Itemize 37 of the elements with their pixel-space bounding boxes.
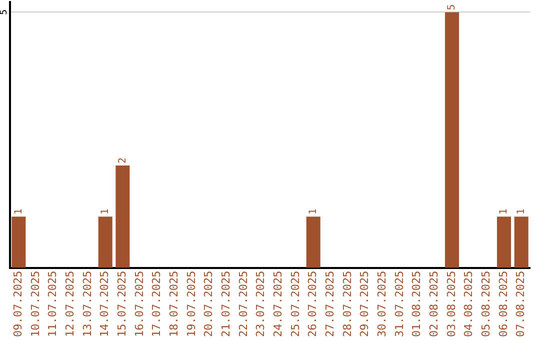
data-label: 1 bbox=[13, 208, 24, 215]
x-tick-label: 15.07.2025 bbox=[116, 270, 129, 338]
x-tick-label: 03.08.2025 bbox=[444, 270, 458, 338]
x-tick-label: 06.08.2025 bbox=[496, 270, 510, 338]
x-tick-label: 07.08.2025 bbox=[514, 270, 528, 338]
x-tick-label: 17.07.2025 bbox=[150, 270, 164, 338]
x-tick-label: 19.07.2025 bbox=[184, 270, 198, 338]
data-label: 1 bbox=[308, 208, 319, 215]
data-label: 1 bbox=[498, 208, 510, 215]
x-tick-label: 11.07.2025 bbox=[46, 270, 60, 338]
x-tick-label: 22.07.2025 bbox=[236, 270, 250, 338]
x-tick-label: 02.08.2025 bbox=[428, 270, 441, 338]
x-tick-label: 18.07.2025 bbox=[168, 270, 181, 338]
x-tick-label: 05.08.2025 bbox=[480, 270, 493, 338]
x-tick-label: 01.08.2025 bbox=[410, 270, 424, 338]
x-tick-label: 09.07.2025 bbox=[12, 270, 25, 338]
x-tick-label: 29.07.2025 bbox=[358, 270, 372, 338]
x-tick-label: 21.07.2025 bbox=[220, 270, 233, 338]
x-tick-label: 25.07.2025 bbox=[288, 270, 302, 338]
x-tick-label: 10.07.2025 bbox=[28, 270, 42, 338]
data-label: 1 bbox=[516, 208, 527, 215]
x-tick-label: 14.07.2025 bbox=[98, 270, 112, 338]
data-label: 2 bbox=[117, 158, 128, 164]
x-tick-label: 27.07.2025 bbox=[324, 270, 337, 338]
x-tick-label: 12.07.2025 bbox=[64, 270, 77, 338]
x-tick-label: 13.07.2025 bbox=[80, 270, 94, 338]
x-tick-label: 24.07.2025 bbox=[272, 270, 285, 338]
data-label: 1 bbox=[100, 208, 111, 215]
x-tick-label: 16.07.2025 bbox=[132, 270, 146, 338]
x-tick-label: 30.07.2025 bbox=[376, 270, 389, 338]
data-label: 5 bbox=[446, 4, 458, 10]
x-tick-label: 23.07.2025 bbox=[254, 270, 268, 338]
x-tick-label: 28.07.2025 bbox=[340, 270, 354, 338]
x-tick-label: 20.07.2025 bbox=[202, 270, 216, 338]
x-tick-label: 26.07.2025 bbox=[306, 270, 320, 338]
x-tick-label: 31.07.2025 bbox=[392, 270, 406, 338]
x-tick-label: 04.08.2025 bbox=[462, 270, 476, 338]
